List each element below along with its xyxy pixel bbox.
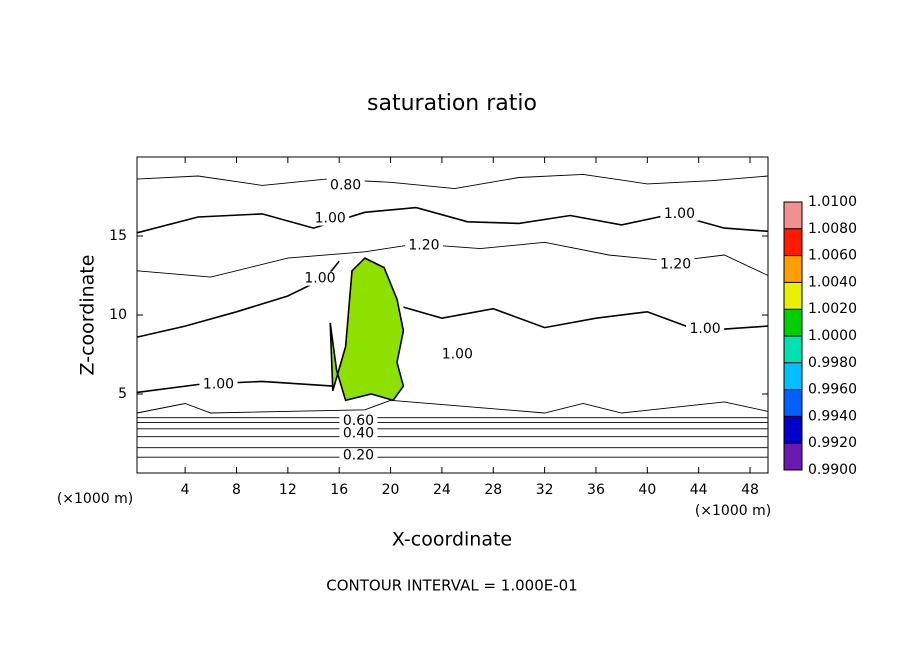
x-axis-label: X-coordinate — [392, 529, 512, 551]
contour-label: 1.20 — [660, 256, 691, 272]
colorbar-segment — [784, 443, 802, 470]
y-axis-label: Z-coordinate — [77, 255, 99, 376]
contour-line — [136, 399, 769, 414]
contour-label: 1.00 — [203, 377, 234, 393]
contour-label: 1.00 — [315, 211, 346, 227]
contour-label-bg — [311, 211, 350, 226]
contour-label-bg — [438, 347, 477, 362]
x-tick-label: 24 — [433, 482, 451, 498]
colorbar-tick-label: 0.9980 — [808, 355, 857, 371]
colorbar-segment — [784, 389, 802, 417]
x-tick-label: 4 — [181, 482, 190, 498]
colorbar-segment — [784, 255, 802, 283]
contour-region — [329, 257, 405, 402]
colorbar-tick-label: 1.0100 — [808, 194, 857, 210]
x-tick-label: 12 — [279, 482, 297, 498]
colorbar-tick-label: 1.0080 — [808, 221, 857, 237]
contour-label-bg — [656, 257, 695, 272]
x-tick-label: 20 — [382, 482, 400, 498]
contour-label: 1.00 — [442, 347, 473, 363]
colorbar-tick-label: 1.0040 — [808, 274, 857, 290]
contour-label-bg — [339, 413, 378, 428]
y-tick-label: 5 — [118, 386, 127, 402]
contour-label: 0.80 — [330, 177, 361, 193]
contour-label-bg — [199, 377, 238, 392]
colorbar-segment — [784, 336, 802, 363]
contour-label: 0.40 — [343, 426, 374, 442]
x-tick-label: 28 — [484, 482, 502, 498]
contour-label: 1.00 — [304, 271, 335, 287]
colorbar-tick-label: 0.9940 — [808, 408, 857, 424]
colorbar-tick-label: 0.9960 — [808, 382, 857, 398]
chart-title: saturation ratio — [367, 91, 537, 116]
colorbar-tick-label: 1.0020 — [808, 301, 857, 317]
x-unit-label: (×1000 m) — [695, 503, 771, 519]
x-tick-label: 44 — [690, 482, 708, 498]
colorbar-segment — [784, 416, 802, 444]
y-tick-label: 15 — [109, 228, 127, 244]
contour-label: 1.00 — [690, 321, 721, 337]
contour-label-bg — [300, 271, 339, 286]
contour-label-bg — [686, 322, 725, 337]
contour-label-bg — [339, 448, 378, 463]
colorbar-segment — [784, 282, 802, 310]
contour-label-bg — [339, 426, 378, 441]
contour-line — [136, 173, 769, 190]
colorbar-segment — [784, 309, 802, 336]
footer: CONTOUR INTERVAL = 1.000E-01 — [326, 577, 577, 595]
colorbar-tick-label: 1.0060 — [808, 248, 857, 264]
x-unit-label: (×1000 m) — [57, 491, 133, 507]
colorbar-tick-label: 0.9920 — [808, 435, 857, 451]
contour-label: 1.20 — [408, 237, 439, 253]
x-tick-label: 32 — [536, 482, 554, 498]
colorbar-segment — [784, 202, 802, 229]
colorbar-tick-label: 1.0000 — [808, 328, 857, 344]
y-tick-label: 10 — [109, 307, 127, 323]
contour-label: 0.60 — [343, 413, 374, 429]
x-tick-label: 36 — [587, 482, 605, 498]
colorbar-segment — [784, 362, 802, 390]
colorbar-segment — [784, 228, 802, 256]
contour-label: 1.00 — [664, 206, 695, 222]
x-tick-label: 8 — [232, 482, 241, 498]
contour-label: 0.20 — [343, 448, 374, 464]
contour-label-bg — [660, 206, 699, 221]
x-tick-label: 40 — [638, 482, 656, 498]
x-tick-label: 16 — [330, 482, 348, 498]
contour-label-bg — [326, 178, 365, 193]
x-tick-label: 48 — [741, 482, 759, 498]
contour-label-bg — [404, 238, 443, 253]
colorbar-tick-label: 0.9900 — [808, 462, 857, 478]
